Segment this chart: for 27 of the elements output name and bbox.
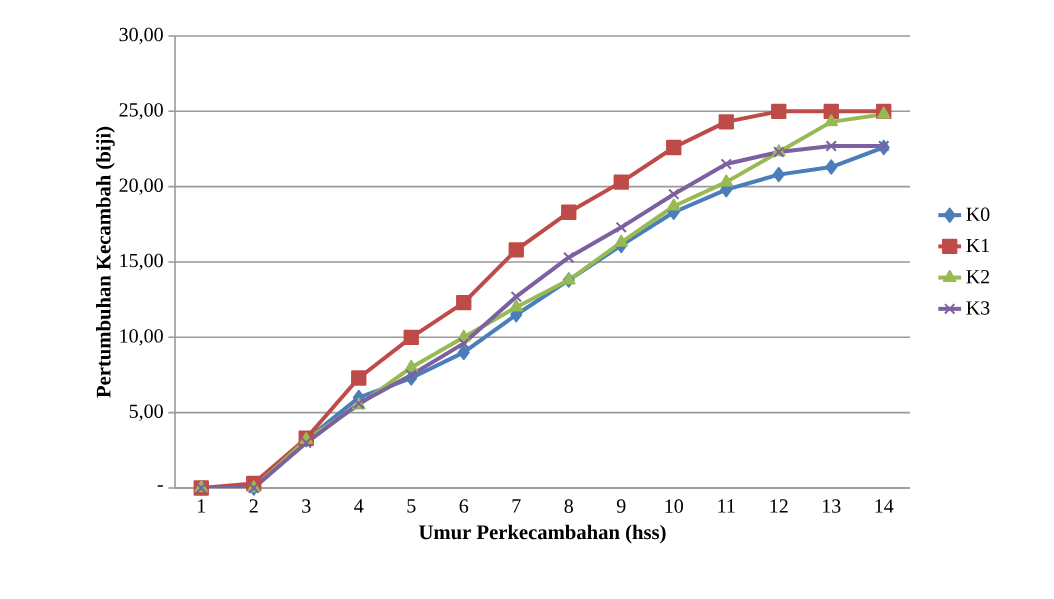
- x-tick-label: 2: [249, 499, 258, 513]
- x-tick-label: 14: [875, 499, 894, 513]
- x-axis-title: Umur Perkecambahan (hss): [419, 524, 666, 544]
- x-tick-label: 10: [665, 499, 683, 513]
- x-tick-label: 7: [512, 499, 521, 513]
- legend-label: K3: [966, 301, 990, 315]
- x-tick-label: 8: [564, 499, 573, 513]
- legend-label: K0: [966, 207, 990, 221]
- x-tick-label: 4: [354, 499, 364, 513]
- x-tick-label: 3: [302, 499, 311, 513]
- y-tick-label: 30,00: [119, 27, 163, 45]
- y-tick-label: 20,00: [119, 178, 163, 195]
- x-tick-label: 9: [616, 499, 626, 513]
- x-tick-label: 13: [823, 499, 841, 513]
- x-tick-label: 1: [198, 499, 206, 513]
- y-axis-title: Pertumbuhan Kecambah (biji): [96, 126, 115, 398]
- legend-label: K2: [966, 270, 990, 284]
- x-tick-label: 11: [718, 499, 735, 513]
- y-tick-label: 15,00: [120, 253, 163, 271]
- y-tick-label: 25,00: [119, 103, 163, 120]
- y-tick-label: -: [157, 485, 163, 487]
- x-tick-label: 12: [770, 499, 788, 513]
- legend-label: K1: [966, 238, 989, 252]
- x-tick-label: 6: [459, 499, 469, 513]
- x-tick-label: 5: [407, 499, 416, 513]
- y-tick-label: 5,00: [129, 404, 163, 421]
- y-tick-label: 10,00: [120, 329, 163, 346]
